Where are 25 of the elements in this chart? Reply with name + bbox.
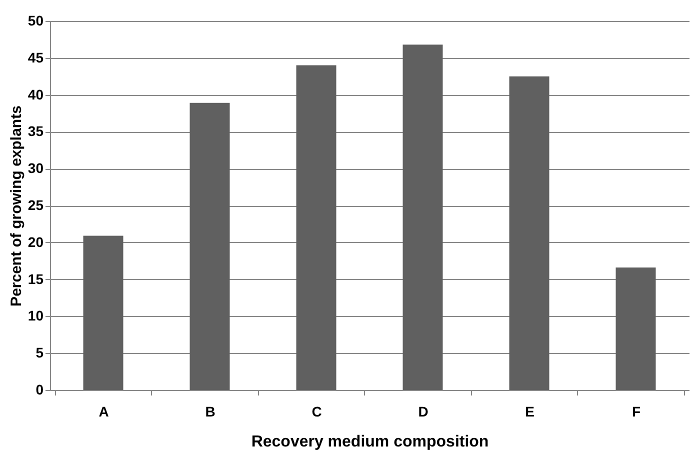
y-tick-label: 40 <box>28 86 44 102</box>
y-tick-label: 10 <box>28 308 44 324</box>
y-tick-label: 50 <box>28 12 44 28</box>
y-tick-label: 30 <box>28 160 44 176</box>
y-tick-label: 20 <box>28 234 44 250</box>
y-tick-label: 45 <box>28 49 44 66</box>
x-tick-label: F <box>632 404 641 420</box>
y-tick-label: 35 <box>28 123 44 140</box>
bar <box>616 267 656 390</box>
x-tick-label: A <box>98 404 109 420</box>
bar <box>296 65 336 390</box>
bar <box>83 236 124 390</box>
y-axis-title: Percent of growing explants <box>8 106 25 306</box>
bar <box>402 44 443 390</box>
y-tick-label: 25 <box>28 197 44 213</box>
bar <box>509 76 550 390</box>
y-tick-label: 0 <box>36 382 44 398</box>
x-tick-label: D <box>418 404 428 420</box>
x-tick-label: C <box>312 404 322 420</box>
x-axis-title: Recovery medium composition <box>251 434 489 450</box>
x-tick-label: B <box>205 404 216 420</box>
y-tick-label: 5 <box>36 344 44 361</box>
bar <box>190 102 230 390</box>
y-tick-label: 15 <box>28 270 44 287</box>
x-tick-label: E <box>525 404 534 420</box>
